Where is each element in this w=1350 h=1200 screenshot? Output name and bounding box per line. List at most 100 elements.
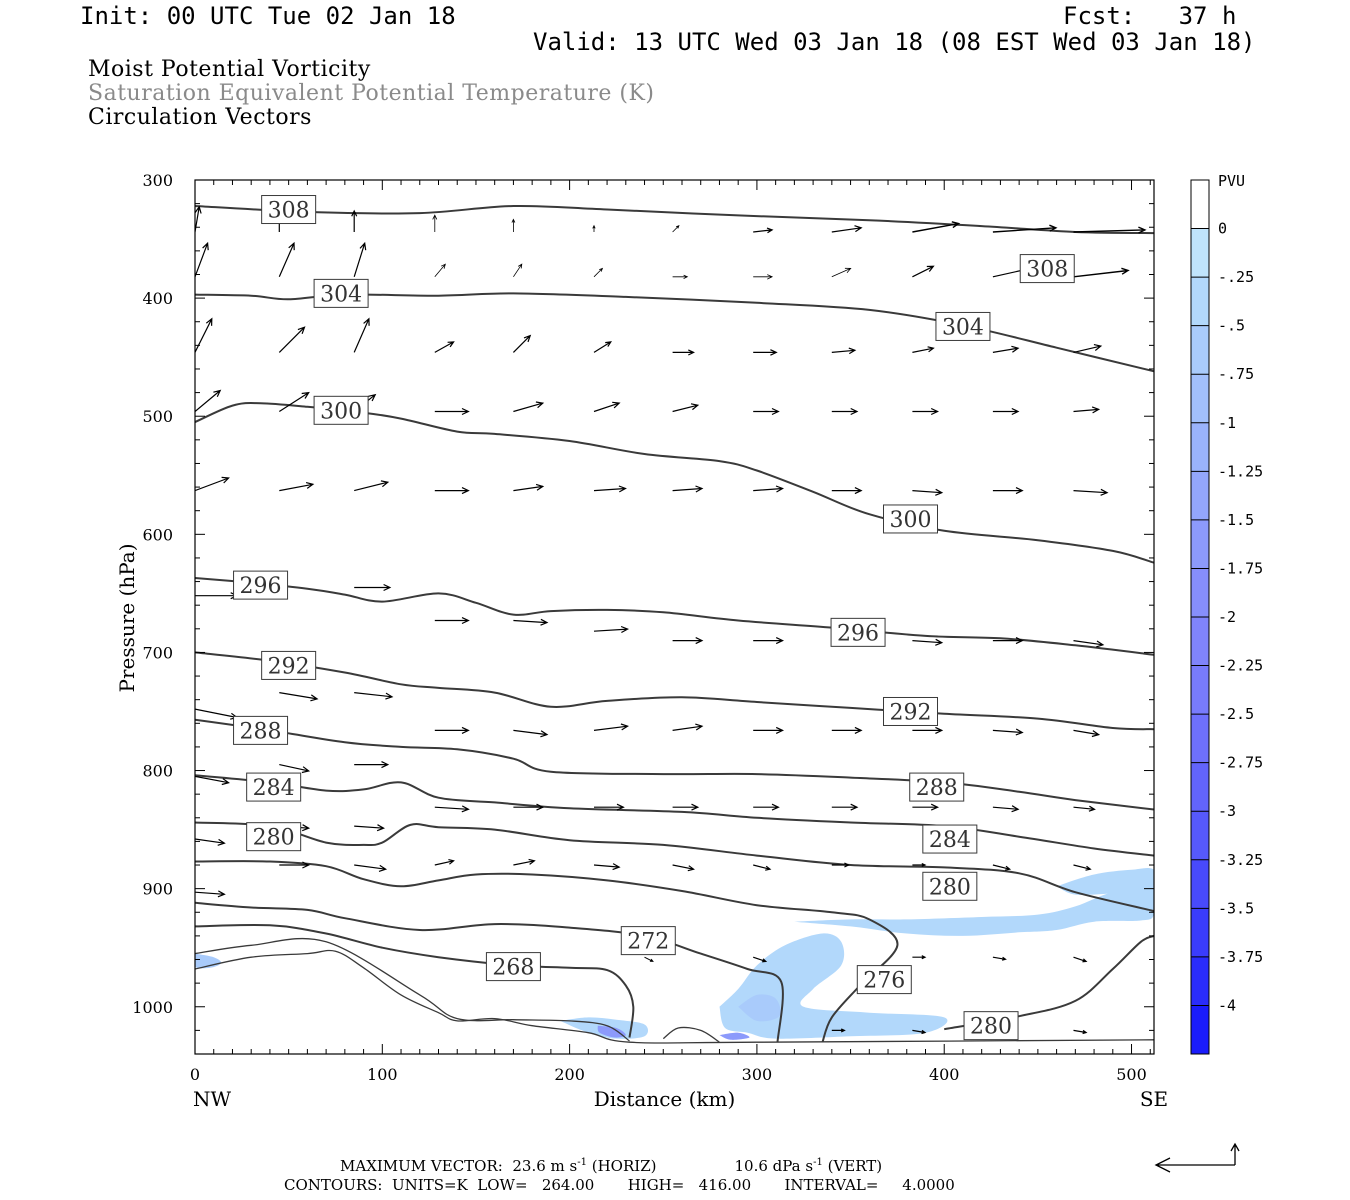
vector-arrow-7 xyxy=(753,227,774,234)
vector-arrow-29 xyxy=(593,341,612,353)
contour-label-box-6 xyxy=(233,570,289,600)
footer-exp-1: -1 xyxy=(577,1157,587,1168)
colorbar-cell-16 xyxy=(1191,956,1209,1006)
contour-264-12 xyxy=(195,937,630,1042)
contour-label-box-5 xyxy=(883,504,939,534)
vector-arrow-24 xyxy=(195,317,213,353)
colorbar-tick-label-15: -3.75 xyxy=(1218,948,1263,966)
vector-arrow-74 xyxy=(434,726,470,734)
x-tick-label-100: 100 xyxy=(367,1065,398,1084)
vector-arrow-11 xyxy=(1073,226,1147,234)
vector-arrow-65 xyxy=(672,637,704,645)
pv-shaded-region-1 xyxy=(1056,868,1154,895)
contour-288-5 xyxy=(195,718,1154,811)
circulation-vector-layer xyxy=(195,205,1147,1035)
vector-arrow-90 xyxy=(753,803,780,811)
plot-frame xyxy=(194,179,1155,1055)
vector-arrow-0 xyxy=(195,205,202,233)
contour-label-box-13 xyxy=(922,824,978,854)
contour-label-box-4 xyxy=(313,395,369,425)
vector-arrow-92 xyxy=(912,803,940,811)
vector-arrow-58 xyxy=(992,487,1024,495)
y-tick-label-400: 400 xyxy=(142,289,173,308)
footer-horiz-tag: (HORIZ) xyxy=(586,1157,657,1175)
contour-label-box-11 xyxy=(909,772,965,802)
y-tick-label-900: 900 xyxy=(142,880,173,899)
vector-arrow-59 xyxy=(1073,488,1109,496)
vector-arrow-17 xyxy=(593,267,604,278)
title-field-2: Saturation Equivalent Potential Temperat… xyxy=(88,81,655,106)
footer-max-horiz: MAXIMUM VECTOR: 23.6 m s xyxy=(340,1157,578,1175)
vector-arrow-21 xyxy=(912,265,935,278)
footer-max-vector: MAXIMUM VECTOR: 23.6 m s-1 (HORIZ) 10.6 d… xyxy=(340,1157,882,1175)
vector-arrow-114 xyxy=(644,956,654,962)
vector-arrow-34 xyxy=(992,345,1020,353)
colorbar-tick-label-14: -3.5 xyxy=(1218,899,1254,917)
colorbar-cell-0 xyxy=(1191,180,1209,230)
vector-arrow-13 xyxy=(278,241,295,278)
vector-arrow-99 xyxy=(513,858,536,866)
valid-time: Valid: 13 UTC Wed 03 Jan 18 (08 EST Wed … xyxy=(533,28,1256,56)
contour-label-3: 304 xyxy=(942,315,984,340)
contour-label-box-18 xyxy=(856,965,912,995)
vector-arrow-83 xyxy=(195,775,230,786)
contour-label-box-0 xyxy=(261,195,317,225)
contour-label-box-3 xyxy=(935,311,991,341)
pv-shaded-region-4 xyxy=(738,994,781,1022)
vector-arrow-70 xyxy=(1073,640,1105,648)
vector-arrow-57 xyxy=(912,488,944,496)
contour-300-2 xyxy=(195,402,1154,564)
vector-arrow-78 xyxy=(753,726,785,734)
vector-arrow-71 xyxy=(195,708,239,720)
vector-arrow-12 xyxy=(195,241,209,278)
colorbar-title: PVU xyxy=(1218,172,1245,190)
contour-label-1: 308 xyxy=(1026,258,1068,283)
footer-vert-tag: (VERT) xyxy=(822,1157,883,1175)
vector-arrow-18 xyxy=(672,274,689,279)
contour-label-15: 280 xyxy=(929,875,971,900)
contour-296-3 xyxy=(195,577,1154,656)
contour-label-box-10 xyxy=(233,715,289,745)
vector-arrow-27 xyxy=(434,341,455,353)
colorbar-tick-label-0: 0 xyxy=(1218,220,1227,238)
vector-arrow-51 xyxy=(434,487,470,495)
vector-arrow-98 xyxy=(434,859,455,866)
colorbar-cell-10 xyxy=(1191,665,1209,715)
vector-arrow-68 xyxy=(912,638,944,646)
vector-arrow-103 xyxy=(831,862,850,868)
contour-label-16: 272 xyxy=(627,930,669,955)
vector-arrow-75 xyxy=(513,729,549,738)
reference-vertical-arrow xyxy=(1230,1142,1240,1165)
contour-308-0 xyxy=(195,204,1154,235)
vector-arrow-85 xyxy=(354,761,390,769)
x-tick-label-400: 400 xyxy=(929,1065,960,1084)
colorbar-tick-label-1: -.25 xyxy=(1218,268,1254,286)
colorbar-cell-12 xyxy=(1191,762,1209,812)
vector-arrow-37 xyxy=(278,391,310,413)
colorbar-cell-9 xyxy=(1191,617,1209,667)
reference-horizontal-arrow xyxy=(1154,1157,1235,1173)
vector-arrow-25 xyxy=(278,326,306,353)
pv-shaded-region-2 xyxy=(719,933,948,1039)
contour-label-box-15 xyxy=(922,871,978,901)
vector-arrow-84 xyxy=(279,764,311,774)
contour-264-13 xyxy=(195,949,1154,1044)
vector-arrow-49 xyxy=(279,482,315,492)
vector-arrow-23 xyxy=(1073,267,1130,278)
y-tick-label-300: 300 xyxy=(142,171,173,190)
vector-arrow-53 xyxy=(593,485,627,493)
vector-arrow-4 xyxy=(511,218,516,232)
contour-label-0: 308 xyxy=(268,199,310,224)
vector-arrow-112 xyxy=(1073,956,1088,963)
vector-arrow-107 xyxy=(195,890,226,898)
contour-label-19: 280 xyxy=(970,1015,1012,1040)
vector-arrow-101 xyxy=(672,864,695,872)
colorbar-cell-1 xyxy=(1191,228,1209,278)
colorbar-tick-label-12: -3 xyxy=(1218,802,1236,820)
contour-label-18: 276 xyxy=(863,969,905,994)
colorbar-tick-label-13: -3.25 xyxy=(1218,851,1263,869)
vector-arrow-43 xyxy=(753,407,780,416)
vector-arrow-69 xyxy=(992,637,1024,645)
colorbar: PVU 0 -.25 -.5 -.75 -1 -1.25 -1.5 -1.75 -2 -2.25 -2… xyxy=(1190,172,1263,1055)
vector-arrow-42 xyxy=(672,403,700,413)
